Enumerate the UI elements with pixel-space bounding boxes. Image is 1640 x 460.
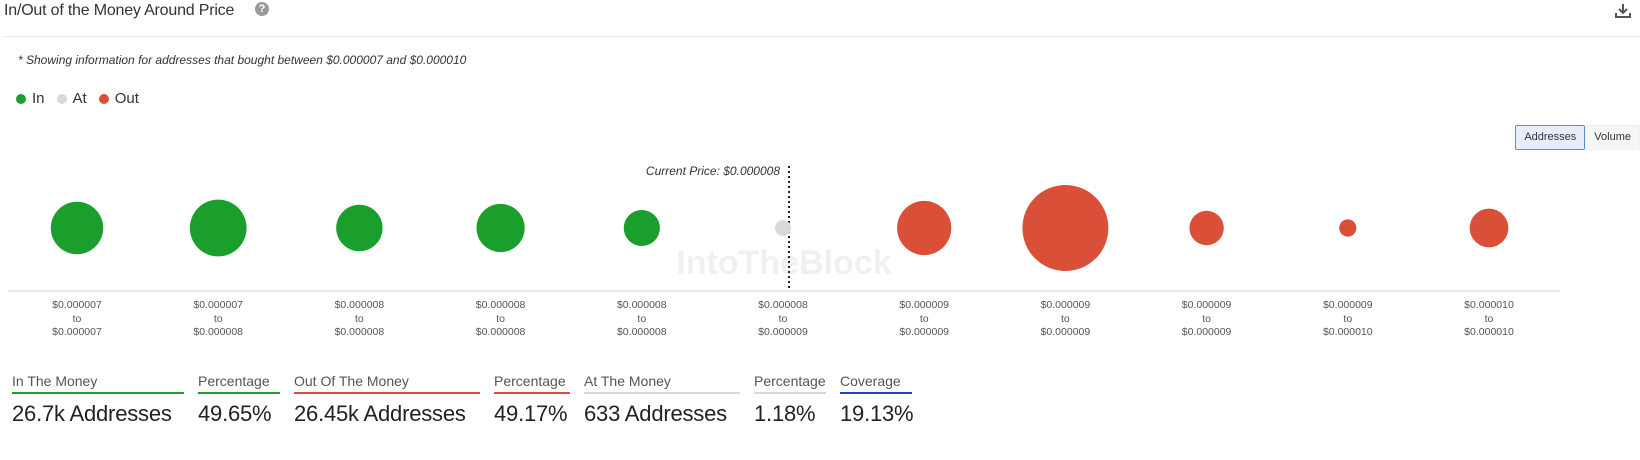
tick-label-to: $0.000008 [476, 326, 526, 338]
tick-label-to: $0.000009 [1182, 326, 1232, 338]
stat-value: 1.18% [754, 401, 816, 426]
stat-block: Percentage 49.65% [198, 370, 280, 427]
stat-value: 49.65% [198, 401, 272, 426]
stat-underline [584, 392, 740, 394]
tick-label-from: $0.000008 [758, 299, 808, 311]
stat-label: Out Of The Money [294, 373, 409, 389]
tick-label-to: $0.000008 [335, 326, 385, 338]
stat-block: Out Of The Money 26.45k Addresses [294, 370, 480, 427]
stat-value: 26.7k Addresses [12, 401, 172, 426]
bubble-out[interactable] [1189, 210, 1224, 246]
stat-label: Percentage [754, 373, 826, 389]
stat-underline [294, 392, 480, 394]
stat-value: 49.17% [494, 401, 568, 426]
current-price-label: Current Price: $0.000008 [646, 164, 780, 178]
stat-label: Percentage [198, 373, 270, 389]
bubble-in[interactable] [336, 204, 383, 252]
tick-label-from: $0.000008 [476, 299, 526, 311]
stat-value: 26.45k Addresses [294, 401, 466, 426]
tick-label-to-word: to [214, 313, 223, 325]
tick-label-to: $0.000008 [617, 326, 667, 338]
tick-label-from: $0.000007 [52, 299, 102, 311]
tick-label-to-word: to [1343, 313, 1352, 325]
stat-block: Coverage 19.13% [840, 370, 914, 427]
bubble-out[interactable] [897, 200, 952, 256]
tick-label-from: $0.000009 [1323, 299, 1373, 311]
tick-label-to-word: to [496, 313, 505, 325]
tick-label-to: $0.000007 [52, 326, 102, 338]
stat-value: 633 Addresses [584, 401, 727, 426]
legend-item-in[interactable]: In [16, 90, 45, 107]
bubble-out[interactable] [1469, 208, 1509, 248]
tick-label-to-word: to [779, 313, 788, 325]
tick-label-to: $0.000009 [758, 326, 808, 338]
legend-label-at: At [72, 90, 87, 107]
tick-label-to-word: to [1202, 313, 1211, 325]
legend-dot-out [98, 93, 109, 104]
stat-block: Percentage 1.18% [754, 370, 826, 427]
legend-label-in: In [32, 90, 45, 107]
legend-dot-in [16, 93, 26, 104]
tick-label-to: $0.000009 [899, 326, 949, 338]
tick-label-to: $0.000009 [1041, 326, 1091, 338]
bubble-out[interactable] [1339, 219, 1357, 237]
tick-label-from: $0.000009 [1182, 299, 1232, 311]
stat-underline [840, 392, 912, 394]
stat-label: At The Money [584, 373, 671, 389]
download-icon[interactable] [1614, 2, 1632, 20]
range-note: * Showing information for addresses that… [18, 53, 467, 67]
volume-toggle-button[interactable]: Volume [1585, 125, 1640, 150]
tick-label-to: $0.000008 [193, 326, 243, 338]
stat-underline [494, 392, 570, 394]
stat-block: Percentage 49.17% [494, 370, 570, 427]
stat-underline [198, 392, 280, 394]
tick-label-from: $0.000007 [193, 299, 243, 311]
metric-toggle: Addresses Volume [1515, 125, 1640, 150]
title-row: In/Out of the Money Around Price ? [4, 0, 1640, 37]
legend-dot-at [56, 93, 67, 104]
bubble-in[interactable] [189, 199, 247, 257]
tick-label-from: $0.000009 [899, 299, 949, 311]
stat-label: Coverage [840, 373, 901, 389]
legend-label-out: Out [114, 90, 139, 107]
tick-label-to: $0.000010 [1464, 326, 1514, 338]
legend-item-out[interactable]: Out [98, 90, 139, 107]
legend: In At Out [16, 90, 151, 107]
bubble-chart: IntoTheBlock Current Price: $0.000008 $0.0… [8, 164, 1560, 338]
stat-value: 19.13% [840, 401, 914, 426]
tick-label-to-word: to [1061, 313, 1070, 325]
bubble-in[interactable] [623, 209, 660, 247]
stat-underline [12, 392, 184, 394]
tick-label-from: $0.000009 [1041, 299, 1091, 311]
bubble-at[interactable] [775, 220, 791, 236]
stat-block: In The Money 26.7k Addresses [12, 370, 184, 427]
tick-label-to: $0.000010 [1323, 326, 1373, 338]
stat-underline [754, 392, 826, 394]
watermark-text: IntoTheBlock [676, 244, 891, 282]
bubble-out[interactable] [1022, 185, 1109, 271]
tick-label-from: $0.000008 [617, 299, 667, 311]
tick-label-from: $0.000008 [335, 299, 385, 311]
addresses-toggle-button[interactable]: Addresses [1515, 125, 1586, 150]
tick-label-to-word: to [920, 313, 929, 325]
legend-item-at[interactable]: At [56, 90, 87, 107]
stat-block: At The Money 633 Addresses [584, 370, 740, 427]
page-title: In/Out of the Money Around Price [4, 2, 235, 19]
tick-label-to-word: to [73, 313, 82, 325]
tick-label-from: $0.000010 [1464, 299, 1514, 311]
stat-label: In The Money [12, 373, 98, 389]
stat-label: Percentage [494, 373, 566, 389]
tick-label-to-word: to [637, 313, 646, 325]
tick-label-to-word: to [1485, 313, 1494, 325]
tick-label-to-word: to [355, 313, 364, 325]
bubble-in[interactable] [476, 203, 525, 253]
help-circle-icon[interactable]: ? [255, 2, 269, 16]
bubble-in[interactable] [50, 201, 104, 255]
